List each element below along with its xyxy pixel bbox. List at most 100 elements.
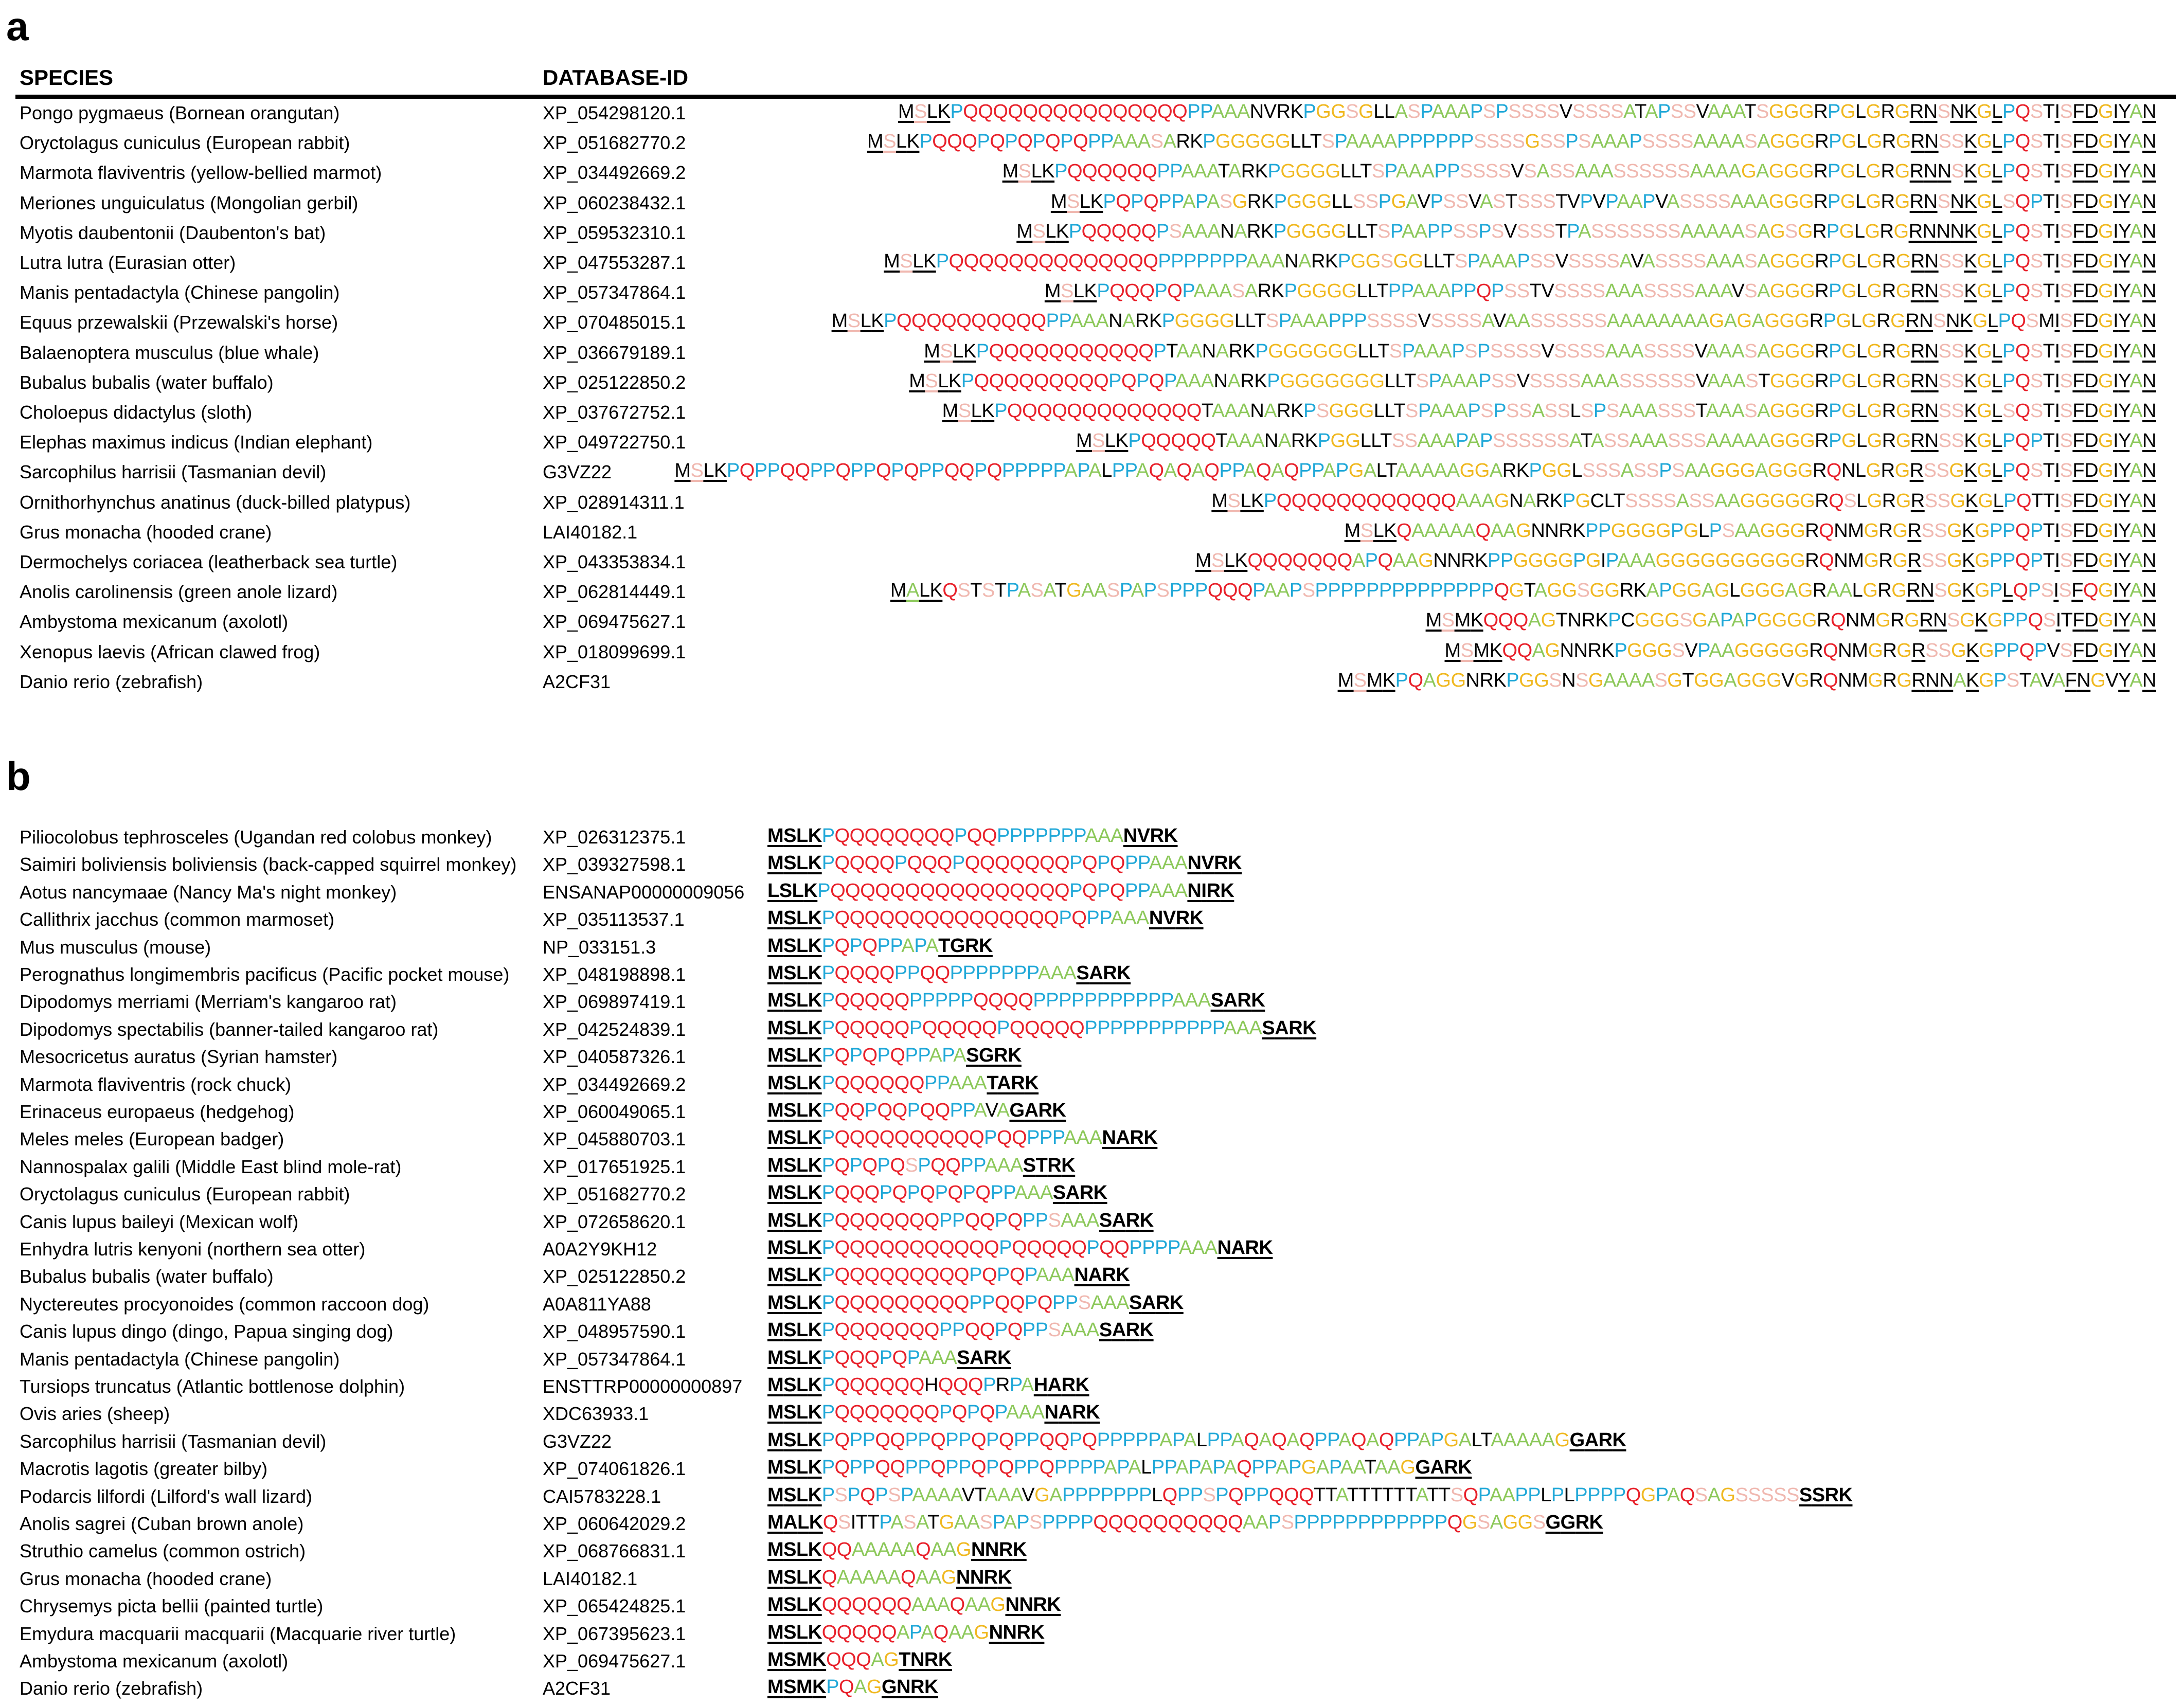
species-name: Xenopus laevis (African clawed frog) (20, 641, 320, 662)
protein-sequence: MSLKPQQQQQQQPPQQPQPPSAAASARK (767, 1319, 1154, 1341)
database-id: XP_051682770.2 (543, 132, 686, 154)
protein-sequence: MSLKPQPQPQSPQQPPAAASTRK (767, 1154, 1076, 1176)
database-id: XDC63933.1 (543, 1403, 649, 1425)
species-name: Oryctolagus cuniculus (European rabbit) (20, 1183, 350, 1205)
database-id: XP_060642029.2 (543, 1513, 686, 1534)
protein-sequence: MSLKQQQQQAPAQAAGNNRK (767, 1621, 1045, 1643)
protein-sequence: MSLKPQQQPQPQPQPQPPAAASARKPGGGGGLLTSPAAAA… (867, 131, 2157, 153)
species-name: Struthio camelus (common ostrich) (20, 1540, 306, 1562)
species-name: Elephas maximus indicus (Indian elephant… (20, 432, 373, 453)
protein-sequence: MSLKPQPPQQPPQPPQPQPPQPPPPAPALPPAPAPAQPPA… (767, 1457, 1472, 1479)
protein-sequence: MSMKQQAGNNRKPGGGSVPAAGGGGGRQNMGRGRSSGKGP… (1444, 639, 2157, 661)
species-name: Balaenoptera musculus (blue whale) (20, 342, 319, 363)
protein-sequence: MSLKQQAAAAAQAAGNNRK (767, 1539, 1027, 1561)
database-id: XP_057347864.1 (543, 1348, 686, 1370)
protein-sequence: MSLKPQQQQQQQQQPQPQPAAANARKPGGGGGGGLLTSPA… (909, 370, 2156, 392)
species-name: Saimiri boliviensis boliviensis (back-ca… (20, 854, 517, 875)
protein-sequence: LSLKPQQQQQQQQQQQQQQQQPQPQPPAAANIRK (767, 879, 1234, 902)
protein-sequence: MSLKPQQQPQPAAASARK (767, 1346, 1011, 1369)
species-name: Anolis sagrei (Cuban brown anole) (20, 1513, 304, 1534)
database-id: A2CF31 (543, 671, 611, 692)
database-id: XP_025122850.2 (543, 1266, 686, 1287)
database-id: ENSANAP00000009056 (543, 881, 745, 903)
species-name: Lutra lutra (Eurasian otter) (20, 252, 236, 273)
protein-sequence: MSLKPQQQQQQQPPQQPQPPSAAASARK (767, 1209, 1154, 1231)
database-id: XP_059532310.1 (543, 222, 686, 243)
species-name: Nannospalax galili (Middle East blind mo… (20, 1156, 402, 1177)
header-rule (15, 95, 2176, 99)
species-name: Dermochelys coriacea (leatherback sea tu… (20, 551, 398, 572)
database-id: XP_035113537.1 (543, 909, 685, 930)
protein-sequence: MSLKPQPPQQPPQPPQPQPPQQPQPPPPPAPALPPAQAQA… (767, 1429, 1626, 1451)
database-id: XP_017651925.1 (543, 1156, 686, 1177)
species-name: Marmota flaviventris (rock chuck) (20, 1073, 292, 1095)
panel-label-b: b (6, 753, 31, 799)
protein-sequence: MSMKPQAGGNRK (767, 1676, 938, 1698)
species-name: Myotis daubentonii (Daubenton's bat) (20, 222, 326, 243)
protein-sequence: MSLKQQQQQQAAAQAAGNNRK (767, 1594, 1061, 1616)
protein-sequence: MSLKPQQQQQPPPPPQQQQPPPPPPPPPPPAAASARK (767, 990, 1265, 1012)
species-name: Equus przewalskii (Przewalski's horse) (20, 312, 338, 333)
database-id: XP_049722750.1 (543, 432, 686, 453)
species-name: Ovis aries (sheep) (20, 1403, 170, 1425)
protein-sequence: MSLKPQPQPPAPASGRKPGGGLLSSPGAVPSSVASTSSST… (1050, 190, 2157, 212)
protein-sequence: MSLKPQQQQQQQQPQQPPPPPPPAAANVRK (767, 825, 1178, 847)
database-id: XP_048198898.1 (543, 964, 686, 985)
protein-sequence: MSLKPQQQQPPQQPPPPPPPAAASARK (767, 962, 1131, 984)
protein-sequence: MSLKPQQQQPQQQPQQQQQQQPQPQPPAAANVRK (767, 852, 1242, 874)
protein-sequence: MSLKPQQQQQQQQQPPQQPQPPSAAASARK (767, 1291, 1184, 1314)
protein-sequence: MSLKPQQQPQPAAASARKPGGGGLLTPPAAAPPQPSSTVS… (1044, 280, 2157, 302)
database-id: A2CF31 (543, 1678, 611, 1699)
species-name: Sarcophilus harrisii (Tasmanian devil) (20, 461, 327, 483)
protein-sequence: MSLKPQQQQQQPPAAATARK (767, 1072, 1039, 1094)
species-name: Ornithorhynchus anatinus (duck-billed pl… (20, 491, 411, 513)
protein-sequence: MSMKQQQAGTNRK (767, 1649, 952, 1671)
database-id: XP_043353834.1 (543, 551, 686, 572)
protein-sequence: MSLKQAAAAAQAAGNNRKPPGGGGPGLPSAAGGGRQNMGR… (1344, 519, 2157, 542)
database-id: XP_028914311.1 (543, 491, 685, 513)
protein-sequence: MSLKPQQQQQQQQQQQQQQQPPAAANVRKPGGSGLLASPA… (898, 101, 2157, 122)
database-id: XP_026312375.1 (543, 827, 686, 848)
protein-sequence: MSLKPQQQQQQQQQQQQQQPPPPPPPAAANARKPGGSGGL… (884, 250, 2156, 272)
species-name: Enhydra lutris kenyoni (northern sea ott… (20, 1238, 366, 1260)
species-name: Perognathus longimembris pacificus (Paci… (20, 964, 510, 985)
protein-sequence: MSLKPSPQPSPAAAAVTAAAVGAPPPPPPPLQPPSPQPPQ… (767, 1484, 1853, 1506)
database-id: XP_072658620.1 (543, 1211, 686, 1232)
database-id: XP_069475627.1 (543, 1650, 686, 1672)
protein-sequence: MSLKPQQQQQQHQQQPRPAHARK (767, 1374, 1089, 1396)
protein-sequence: MSLKPQQPQQPQQPPAVAGARK (767, 1100, 1066, 1121)
database-id: XP_067395623.1 (543, 1623, 686, 1644)
panel-label-a: a (6, 4, 29, 49)
protein-sequence: MSLKQAAAAAQAAGNNRK (767, 1566, 1012, 1588)
protein-sequence: MSLKPQPPQQPPQPPQPQPPQQPQPPPPPAPALPPAQAQA… (674, 460, 2156, 482)
species-name: Choloepus didactylus (sloth) (20, 402, 253, 423)
database-id: XP_047553287.1 (543, 252, 686, 273)
protein-sequence: MSLKPQQQQQTAAANARKPGGLLTSSAAAPAPSSSSSSAT… (1076, 430, 2157, 452)
species-name: Sarcophilus harrisii (Tasmanian devil) (20, 1430, 327, 1452)
database-id: A0A811YA88 (543, 1293, 651, 1315)
database-id: XP_042524839.1 (543, 1018, 686, 1040)
database-id: XP_057347864.1 (543, 282, 686, 303)
species-name: Aotus nancymaae (Nancy Ma's night monkey… (20, 881, 397, 903)
species-name: Manis pentadactyla (Chinese pangolin) (20, 1348, 340, 1370)
database-id: XP_018099699.1 (543, 641, 686, 662)
database-id: A0A2Y9KH12 (543, 1238, 657, 1260)
species-name: Tursiops truncatus (Atlantic bottlenose … (20, 1376, 405, 1397)
protein-sequence: MSLKPQQQQQQQQQQQQQTAAANARKPSGGGLLTSPAAAP… (942, 400, 2157, 422)
species-name: Meles meles (European badger) (20, 1128, 284, 1150)
database-id: XP_068766831.1 (543, 1540, 686, 1562)
species-name: Grus monacha (hooded crane) (20, 1568, 272, 1589)
protein-sequence: MSMKPQAGGNRKPGGSNSGAAAASGTGGAGGGVGRQNMGR… (1337, 669, 2157, 691)
database-id: XP_062814449.1 (543, 581, 686, 603)
species-name: Manis pentadactyla (Chinese pangolin) (20, 282, 340, 303)
database-id: XP_074061826.1 (543, 1458, 686, 1480)
protein-sequence: MSLKQQQQQQQAPQAAGNNRKPPGGGGPGIPAAAGGGGGG… (1195, 550, 2157, 571)
header-database-id: DATABASE-ID (543, 65, 689, 89)
database-id: XP_034492669.2 (543, 1073, 686, 1095)
database-id: XP_036679189.1 (543, 342, 686, 363)
species-name: Erinaceus europaeus (hedgehog) (20, 1101, 295, 1122)
species-name: Chrysemys picta bellii (painted turtle) (20, 1595, 324, 1617)
protein-sequence: MSLKPQQQQQQQQQQPQQPPPAAANARK (767, 1127, 1158, 1149)
protein-sequence: MSLKPQQQQQQQQQQQQQQQPQPPAAANVRK (767, 907, 1204, 929)
database-id: ENSTTRP00000000897 (543, 1376, 743, 1397)
